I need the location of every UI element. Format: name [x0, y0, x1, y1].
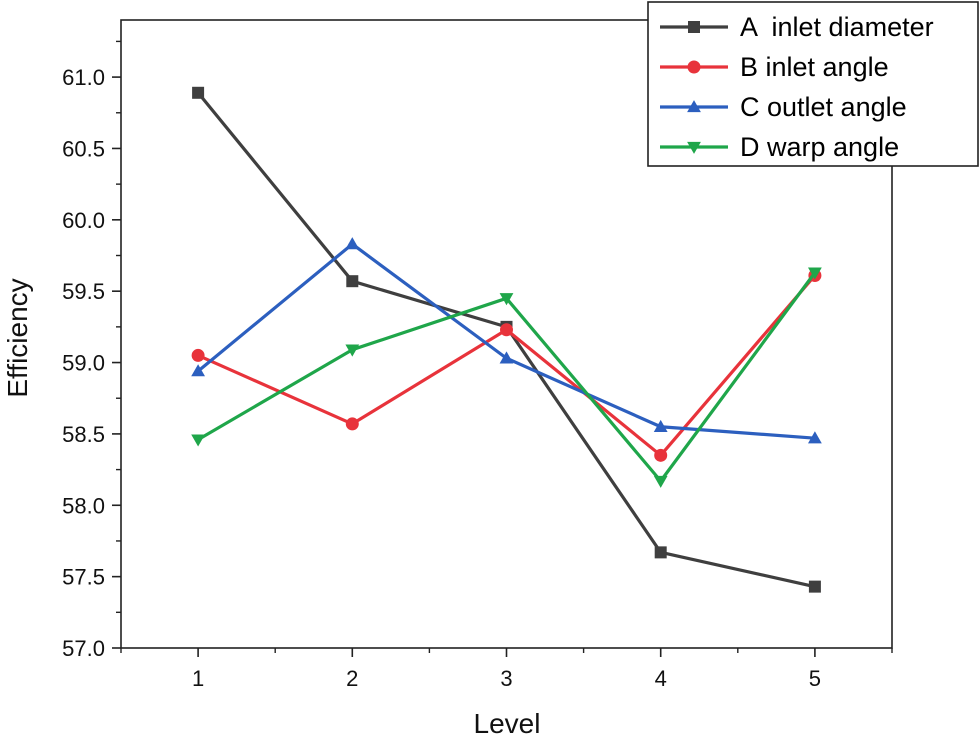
data-point	[654, 448, 668, 462]
x-tick-label: 2	[346, 666, 358, 691]
x-tick-label: 5	[809, 666, 821, 691]
legend: A inlet diameter B inlet angle C outlet an…	[647, 1, 979, 167]
data-point	[808, 431, 822, 444]
x-axis-title: Level	[474, 708, 541, 739]
y-tick-label: 60.0	[62, 208, 105, 233]
data-point	[500, 323, 513, 337]
data-point	[654, 546, 667, 559]
legend-box	[647, 1, 979, 167]
y-tick-label: 57.0	[62, 636, 105, 661]
data-point	[345, 237, 360, 250]
data-point	[499, 351, 514, 364]
data-point	[345, 417, 359, 431]
legend-label: D warp angle	[740, 132, 899, 162]
series-layer	[191, 86, 822, 593]
legend-marker	[687, 141, 701, 154]
legend-item: B inlet angle	[660, 52, 889, 82]
series-line	[197, 242, 816, 440]
legend-item: C outlet angle	[660, 92, 907, 122]
legend-item: A inlet diameter	[660, 12, 934, 42]
data-point	[192, 86, 205, 99]
legend-label: A inlet diameter	[740, 12, 934, 42]
series-line	[196, 91, 816, 589]
y-axis: 57.0 57.5 58.0 58.5 59.0 59.5 60.0 60.5 61.0	[62, 40, 121, 661]
legend-item: D warp angle	[660, 132, 899, 162]
legend-marker	[687, 60, 701, 74]
y-tick-label: 59.0	[62, 351, 105, 376]
y-tick-label: 58.0	[62, 493, 105, 518]
data-point	[191, 364, 205, 377]
series-c	[191, 237, 822, 444]
data-point	[346, 275, 359, 288]
legend-label: C outlet angle	[740, 92, 907, 122]
x-tick-label: 1	[192, 666, 204, 691]
y-tick-label: 58.5	[62, 422, 105, 447]
data-point	[808, 267, 822, 280]
data-point	[191, 434, 205, 447]
y-tick-label: 59.5	[62, 279, 105, 304]
y-axis-title: Efficiency	[2, 278, 33, 397]
legend-marker	[688, 21, 700, 33]
data-point	[653, 475, 668, 488]
x-tick-label: 3	[500, 666, 512, 691]
legend-label: B inlet angle	[740, 52, 889, 82]
legend-marker	[687, 100, 701, 113]
data-point	[653, 419, 668, 432]
data-point	[191, 348, 205, 362]
y-tick-label: 60.5	[62, 136, 105, 161]
x-tick-label: 4	[655, 666, 667, 691]
series-d	[191, 267, 822, 488]
x-axis: 1 2 3 4 5	[120, 648, 893, 691]
data-point	[499, 293, 514, 306]
data-point	[808, 580, 821, 593]
y-tick-label: 57.5	[62, 565, 105, 590]
y-tick-label: 61.0	[62, 65, 105, 90]
data-point	[345, 344, 360, 357]
